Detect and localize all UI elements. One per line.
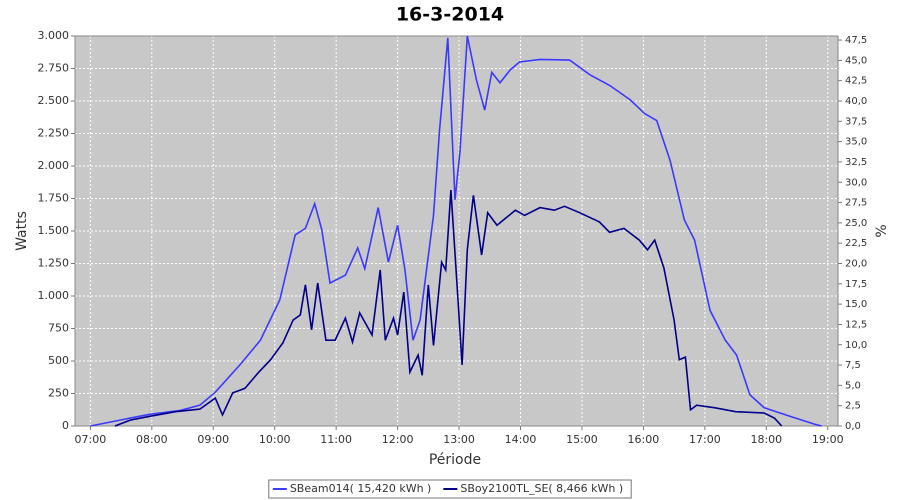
y2-tick-label: 17,5 [845, 279, 867, 290]
y2-tick-label: 47,5 [845, 35, 867, 46]
y-tick-label: 1.500 [38, 224, 70, 237]
series-line [90, 35, 822, 427]
y2-tick-label: 30,0 [845, 177, 867, 188]
y2-tick-label: 22,5 [845, 238, 867, 249]
chart-title: 16-3-2014 [396, 4, 504, 26]
x-tick-label: 08:00 [136, 433, 168, 446]
y2-tick-label: 15,0 [845, 299, 867, 310]
y2-tick-label: 0,0 [845, 421, 861, 432]
x-tick-label: 07:00 [75, 433, 107, 446]
y-tick-label: 250 [48, 387, 69, 400]
y2-tick-label: 20,0 [845, 259, 867, 270]
plot-border [74, 35, 839, 427]
legend: SBeam014( 15,420 kWh ) SBoy2100TL_SE( 8,4… [268, 479, 632, 499]
y2-tick-label: 37,5 [845, 116, 867, 127]
y-tick-label: 1.750 [38, 192, 70, 205]
y2-tick-label: 27,5 [845, 198, 867, 209]
x-tick-label: 11:00 [320, 433, 352, 446]
y2-tick-label: 32,5 [845, 157, 867, 168]
x-tick-label: 10:00 [259, 433, 291, 446]
y-tick-label: 0 [62, 419, 69, 432]
y2-tick-label: 10,0 [845, 340, 867, 351]
y-tick-label: 3.000 [38, 29, 70, 42]
y-tick-label: 2.000 [38, 159, 70, 172]
y2-tick-label: 40,0 [845, 96, 867, 107]
y-tick-label: 1.250 [38, 257, 70, 270]
x-tick-label: 12:00 [382, 433, 414, 446]
y-tick-label: 500 [48, 354, 69, 367]
legend-label: SBoy2100TL_SE( 8,466 kWh ) [460, 482, 623, 495]
y2-tick-label: 5,0 [845, 380, 861, 391]
y2-tick-label: 25,0 [845, 218, 867, 229]
y-tick-label: 2.750 [38, 62, 70, 75]
y2-tick-label: 45,0 [845, 55, 867, 66]
y2-tick-label: 42,5 [845, 76, 867, 87]
y2-tick-label: 2,5 [845, 401, 861, 412]
x-tick-label: 13:00 [443, 433, 475, 446]
y2-tick-label: 7,5 [845, 360, 861, 371]
legend-label: SBeam014( 15,420 kWh ) [290, 482, 432, 495]
y-tick-label: 2.500 [38, 94, 70, 107]
x-tick-label: 18:00 [750, 433, 782, 446]
x-tick-label: 17:00 [689, 433, 721, 446]
x-tick-label: 19:00 [812, 433, 844, 446]
series-line [114, 190, 783, 427]
x-tick-label: 09:00 [197, 433, 229, 446]
y2-axis-title: % [874, 224, 890, 237]
y-tick-label: 1.000 [38, 289, 70, 302]
x-axis-title: Période [429, 452, 481, 468]
y-tick-label: 2.250 [38, 127, 70, 140]
y2-tick-label: 12,5 [845, 319, 867, 330]
x-tick-label: 15:00 [566, 433, 598, 446]
y-tick-label: 750 [48, 322, 69, 335]
y-axis-title: Watts [14, 211, 30, 251]
x-tick-label: 16:00 [628, 433, 660, 446]
y2-tick-label: 35,0 [845, 137, 867, 148]
x-tick-label: 14:00 [505, 433, 537, 446]
